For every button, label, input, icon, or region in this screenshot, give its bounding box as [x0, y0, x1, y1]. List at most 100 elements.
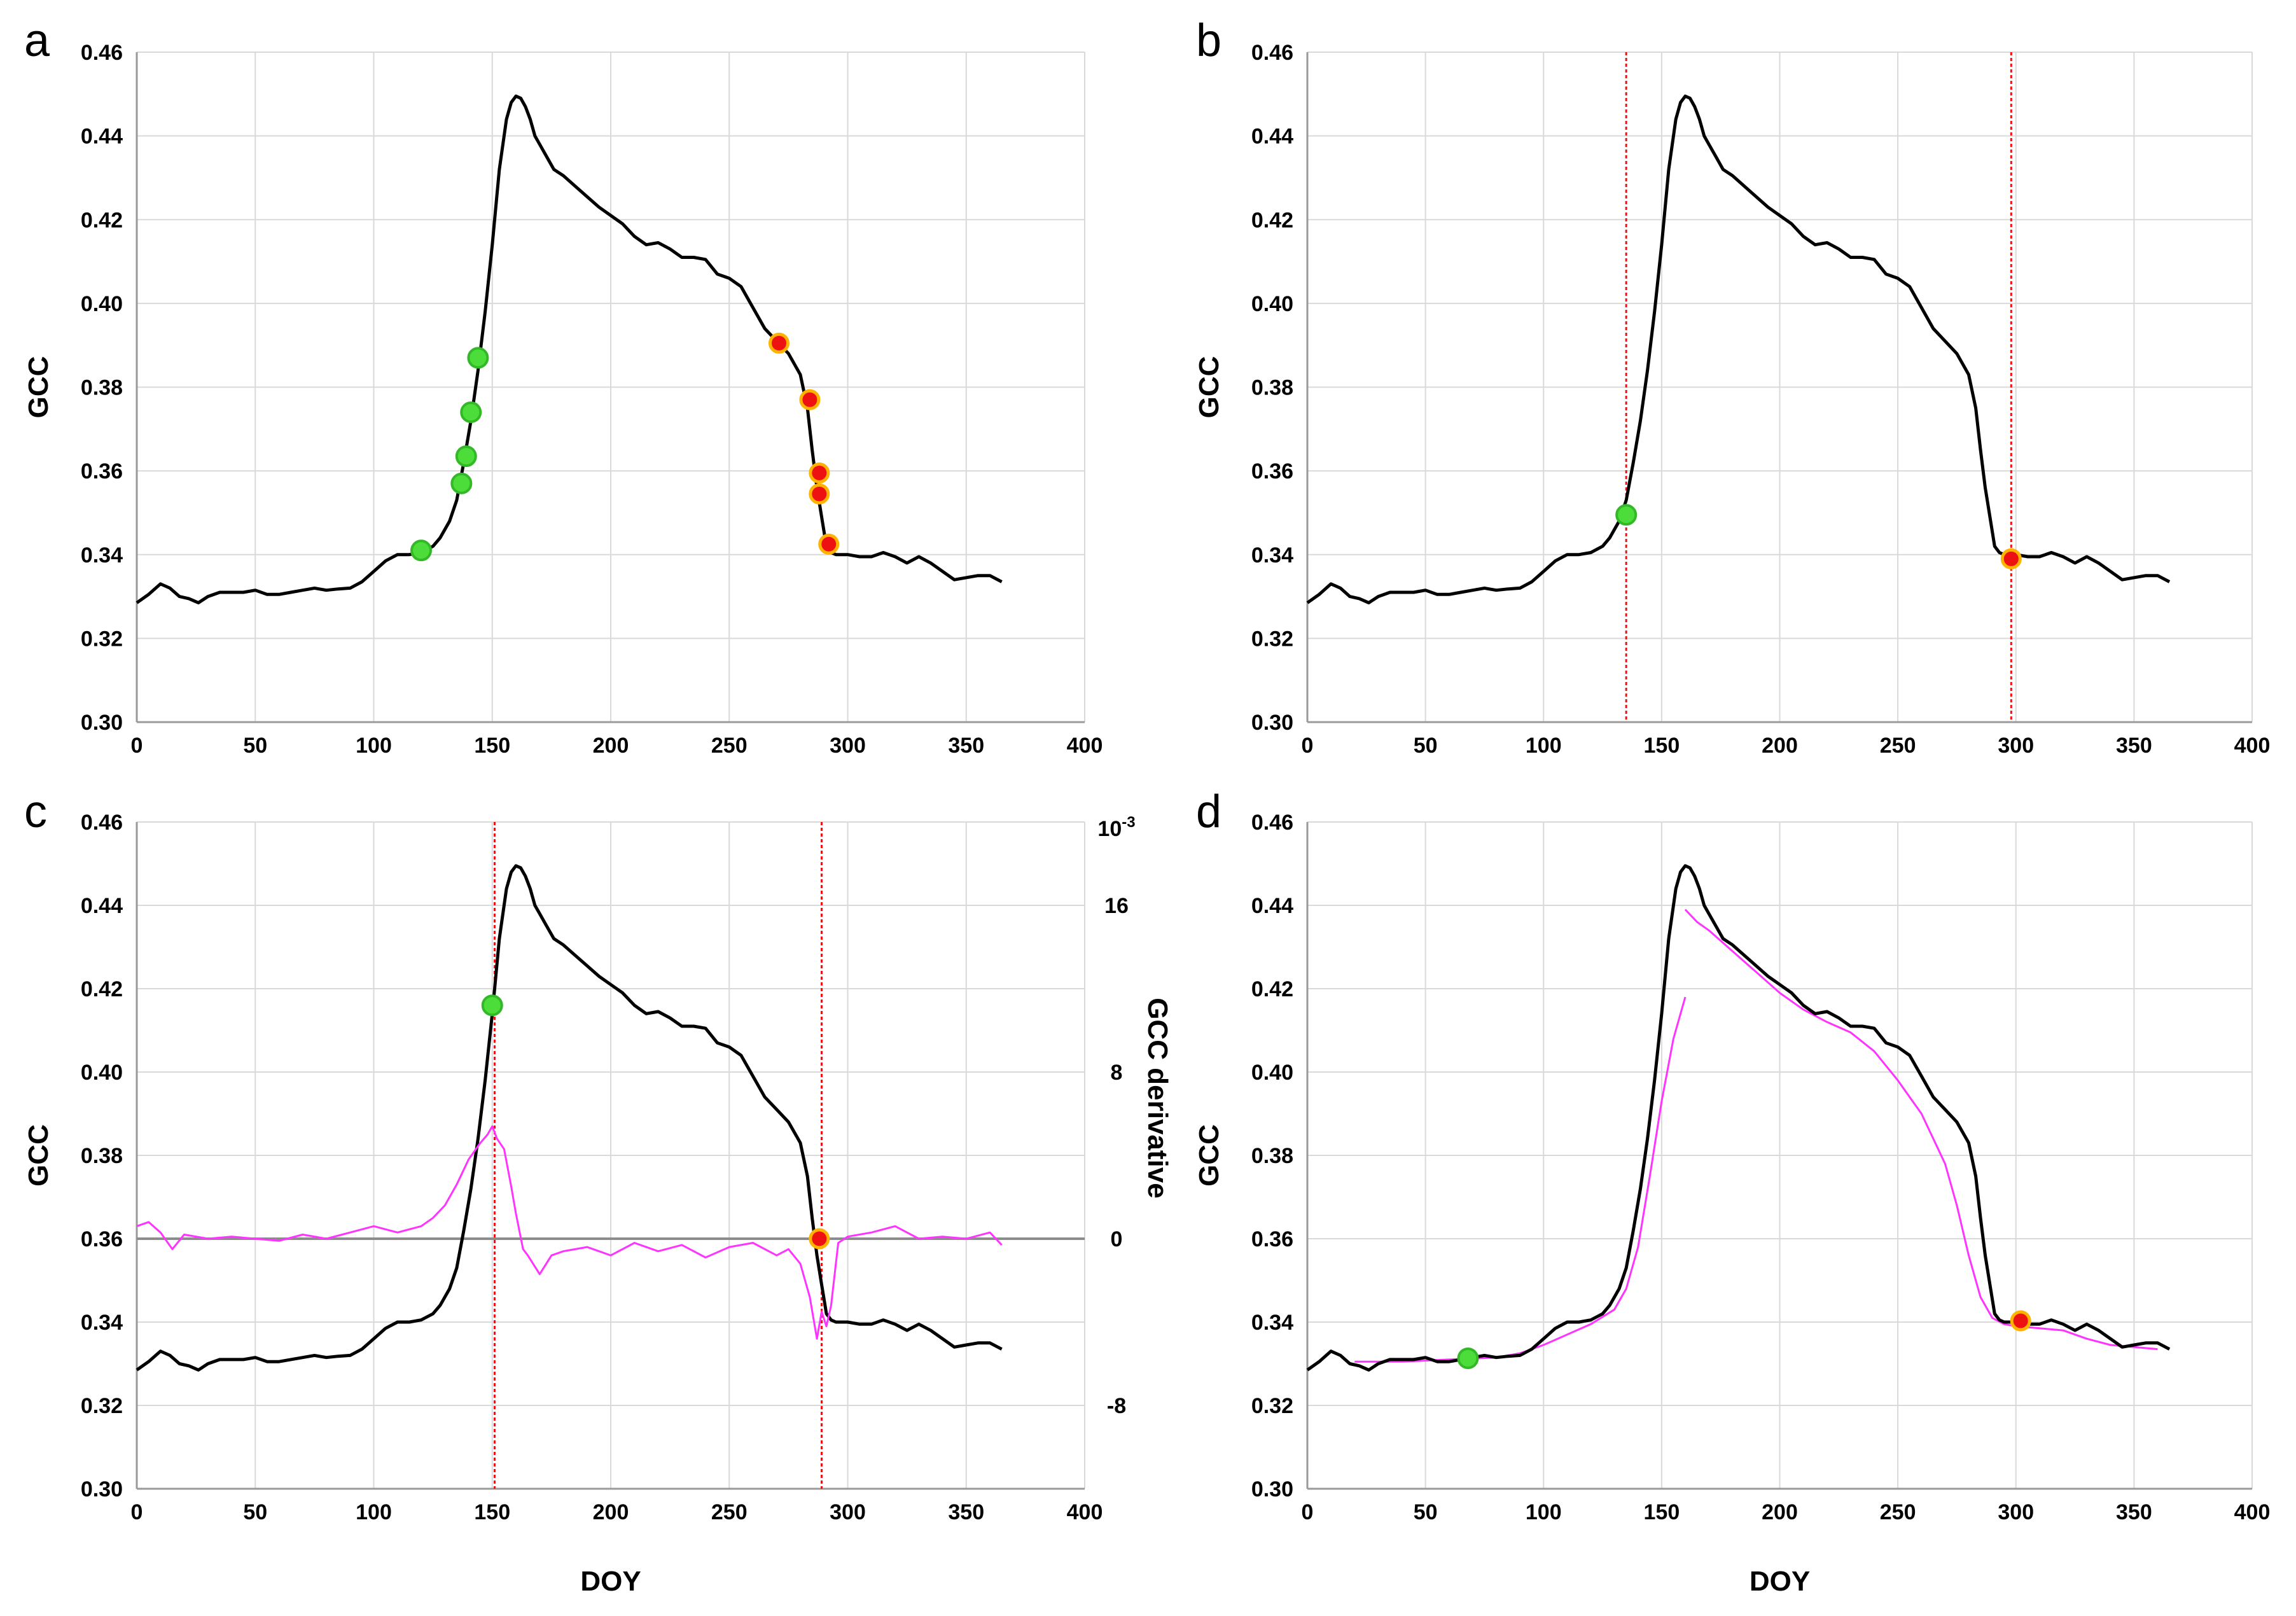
- y-tick-label: 0.46: [81, 811, 123, 835]
- gcc-series-line: [136, 864, 1003, 1372]
- y-axis-label: GCC: [23, 356, 54, 419]
- fitted-curve: [1684, 909, 2158, 1351]
- x-tick-label: 150: [474, 734, 510, 758]
- fitted-curve: [1354, 996, 1687, 1363]
- x-tick-label: 250: [711, 1500, 748, 1524]
- panel-letter: c: [24, 786, 47, 837]
- x-tick-label: 350: [2116, 1500, 2152, 1524]
- y-tick-label: 0.44: [1251, 894, 1293, 918]
- x-tick-label: 0: [131, 734, 143, 758]
- x-tick-label: 350: [948, 734, 984, 758]
- x-tick-label: 50: [1414, 734, 1438, 758]
- red-offset-marker: [809, 1228, 830, 1250]
- x-tick-label: 300: [1998, 1500, 2034, 1524]
- x-tick-label: 300: [1998, 734, 2034, 758]
- gcc-series-line: [136, 94, 1003, 604]
- x-tick-label: 200: [593, 734, 629, 758]
- green-onset-marker: [467, 347, 489, 369]
- y-tick-label: 0.30: [1251, 1477, 1293, 1501]
- x-tick-label: 250: [1880, 734, 1916, 758]
- y-tick-label: 0.36: [81, 1227, 123, 1251]
- y-tick-label: 0.42: [81, 977, 123, 1001]
- x-tick-label: 400: [1067, 1500, 1103, 1524]
- x-tick-label: 300: [830, 734, 866, 758]
- y-tick-label: 0.44: [81, 125, 123, 149]
- gcc-derivative-line: [136, 1125, 1003, 1340]
- x-tick-label: 250: [1880, 1500, 1916, 1524]
- y-tick-label: 0.34: [81, 1311, 123, 1335]
- y2-exponent-label: 10-3: [1097, 814, 1135, 841]
- y-tick-label: 0.38: [81, 1144, 123, 1168]
- red-offset-marker: [768, 332, 790, 354]
- y-tick-label: 0.36: [1251, 459, 1293, 484]
- red-offset-marker: [2010, 1310, 2031, 1332]
- x-tick-label: 350: [2116, 734, 2152, 758]
- y-axis-label: GCC: [23, 1124, 54, 1187]
- x-tick-label: 400: [2234, 1500, 2271, 1524]
- y-tick-label: 0.40: [1251, 1061, 1293, 1085]
- y-tick-label: 0.42: [1251, 208, 1293, 232]
- y-axis-label: GCC: [1193, 356, 1225, 419]
- y-tick-label: 0.42: [81, 208, 123, 232]
- panel-c: c 0 50 100 150 200 250 300 350 400 0.30 0.32 0.34 0.3…: [23, 786, 1173, 1597]
- y-tick-label: 0.30: [81, 711, 123, 735]
- y-tick-label: 0.34: [1251, 543, 1293, 568]
- y-tick-label: 0.46: [1251, 41, 1293, 65]
- panel-letter: b: [1196, 15, 1221, 66]
- x-tick-label: 200: [1762, 734, 1798, 758]
- red-offset-marker: [2000, 548, 2022, 569]
- y-tick-label: 0.32: [81, 1394, 123, 1418]
- x-tick-label: 100: [356, 1500, 392, 1524]
- x-tick-label: 150: [1644, 734, 1680, 758]
- x-axis-label: DOY: [1750, 1566, 1810, 1597]
- red-offset-marker: [799, 389, 821, 410]
- panel-a: a 0 50 100 150 200 250 300 350 400 0.30 0.32 0.34 0.3…: [23, 15, 1103, 758]
- y-tick-label: 0.36: [1251, 1227, 1293, 1251]
- x-tick-label: 200: [593, 1500, 629, 1524]
- y-tick-label: 0.36: [81, 459, 123, 484]
- gcc-series-line: [1306, 864, 2171, 1372]
- y2-tick-label: 8: [1111, 1061, 1123, 1085]
- y-tick-label: 0.32: [1251, 1394, 1293, 1418]
- y2-axis-label: GCC derivative: [1142, 998, 1173, 1198]
- red-offset-marker: [818, 533, 840, 555]
- x-tick-label: 50: [243, 734, 267, 758]
- x-tick-label: 100: [1526, 1500, 1562, 1524]
- y-tick-label: 0.40: [81, 292, 123, 316]
- panel-d: d 0 50 100 150 200 250 300 350 400 0.30 0.32 0.34 0.3…: [1193, 786, 2270, 1597]
- green-onset-marker: [1615, 504, 1638, 526]
- y-tick-label: 0.34: [81, 543, 123, 568]
- y-tick-label: 0.46: [81, 41, 123, 65]
- x-tick-label: 0: [1302, 734, 1314, 758]
- green-onset-marker: [455, 445, 477, 468]
- y-axis-label: GCC: [1193, 1124, 1225, 1187]
- y-tick-label: 0.34: [1251, 1311, 1293, 1335]
- x-tick-label: 300: [830, 1500, 866, 1524]
- x-tick-label: 100: [1526, 734, 1562, 758]
- y2-tick-label: -8: [1107, 1394, 1126, 1418]
- y-tick-label: 0.46: [1251, 811, 1293, 835]
- green-onset-marker: [410, 540, 432, 562]
- x-tick-label: 150: [1644, 1500, 1680, 1524]
- panel-letter: d: [1196, 786, 1221, 837]
- x-tick-label: 350: [948, 1500, 984, 1524]
- y-tick-label: 0.38: [1251, 1144, 1293, 1168]
- x-tick-label: 100: [356, 734, 392, 758]
- x-tick-label: 150: [474, 1500, 510, 1524]
- green-onset-marker: [481, 994, 503, 1017]
- green-onset-marker: [460, 401, 482, 423]
- panel-letter: a: [24, 15, 50, 66]
- y-tick-label: 0.40: [81, 1061, 123, 1085]
- x-tick-label: 400: [2234, 734, 2271, 758]
- y2-tick-label: 0: [1111, 1227, 1123, 1251]
- x-tick-label: 400: [1067, 734, 1103, 758]
- y-tick-label: 0.32: [81, 627, 123, 651]
- y-tick-label: 0.40: [1251, 292, 1293, 316]
- green-onset-marker: [1457, 1347, 1479, 1369]
- panel-b: b 0 50 100 150 200 250 300 350 400 0.30 0.32 0.34 0.3…: [1193, 15, 2270, 758]
- x-tick-label: 200: [1762, 1500, 1798, 1524]
- gcc-series-line: [1306, 94, 2171, 604]
- x-axis-label: DOY: [580, 1566, 641, 1597]
- x-tick-label: 0: [131, 1500, 143, 1524]
